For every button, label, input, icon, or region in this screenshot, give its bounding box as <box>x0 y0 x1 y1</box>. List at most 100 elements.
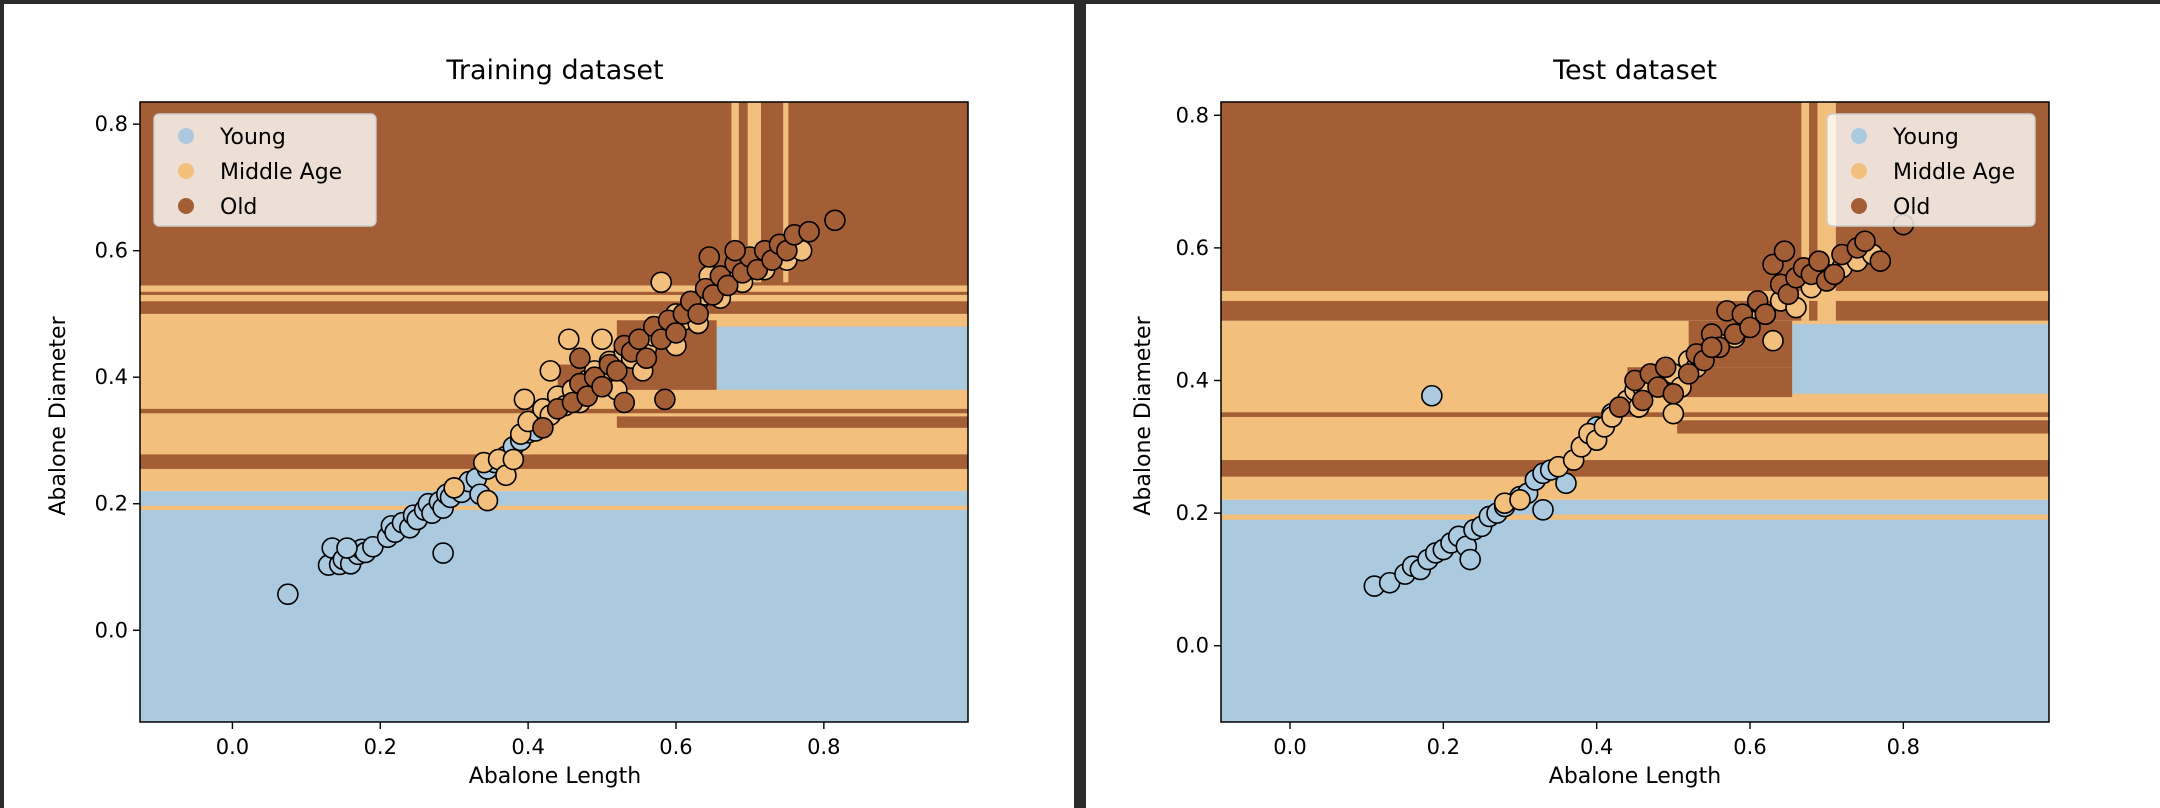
data-point-old <box>698 246 721 268</box>
decision-region-middle <box>783 102 789 283</box>
x-tick-label: 0.6 <box>1733 735 1766 759</box>
plot-area <box>1221 102 2049 722</box>
y-tick-label: 0.2 <box>95 492 128 516</box>
x-tick-label: 0.2 <box>1427 735 1460 759</box>
data-point-old <box>1823 263 1846 286</box>
data-point-old <box>1631 389 1654 412</box>
x-tick-label: 0.4 <box>511 735 544 759</box>
decision-region-middle <box>140 327 968 331</box>
decision-region-middle <box>747 102 761 283</box>
data-point-old <box>1608 396 1631 418</box>
decision-region-middle <box>140 285 968 292</box>
training-chart-panel: Training dataset Abalone Length Abalone … <box>4 4 1074 808</box>
decision-region-old <box>1677 420 2049 434</box>
decision-region-old <box>140 454 968 469</box>
data-point-old <box>1739 316 1761 339</box>
data-point-old <box>591 375 613 398</box>
decision-region-middle <box>731 102 739 283</box>
decision-region-young <box>476 492 968 501</box>
y-axis-label: Abalone Diameter <box>46 315 71 515</box>
x-tick-label: 0.0 <box>1273 735 1306 759</box>
x-axis-label: Abalone Length <box>469 764 641 789</box>
data-point-old <box>665 322 687 344</box>
legend-marker-old <box>1851 198 1867 214</box>
decision-region-old <box>616 416 968 428</box>
y-tick-label: 0.4 <box>1176 369 1209 393</box>
data-point-old <box>1854 230 1876 253</box>
y-tick-label: 0.0 <box>95 618 128 642</box>
data-point-middle <box>513 388 536 411</box>
decision-region-middle <box>140 294 968 302</box>
data-point-old <box>798 220 820 243</box>
data-point-old <box>687 303 709 325</box>
legend-label-young: Young <box>1892 125 1959 150</box>
y-tick-label: 0.8 <box>1176 103 1209 127</box>
x-tick-label: 0.6 <box>659 735 692 759</box>
x-tick-label: 0.8 <box>1887 735 1920 759</box>
data-point-middle <box>557 328 580 351</box>
data-point-middle <box>650 271 672 294</box>
data-point-middle <box>1662 402 1685 425</box>
data-point-old <box>824 209 846 232</box>
decision-region-young <box>1792 324 2049 394</box>
legend-box <box>153 113 377 227</box>
data-point-old <box>1662 382 1685 405</box>
x-tick-label: 0.2 <box>364 735 397 759</box>
data-point-old <box>654 388 676 411</box>
data-point-old <box>606 360 628 382</box>
legend-label-young: Young <box>219 125 286 150</box>
data-point-old <box>1773 240 1796 262</box>
legend-box <box>1826 113 2036 227</box>
data-point-old <box>1808 250 1830 272</box>
legend-label-middle: Middle Age <box>220 160 342 185</box>
decision-region-young <box>1221 499 2049 722</box>
legend-label-middle: Middle Age <box>1893 160 2015 185</box>
legend-marker-middle <box>1851 163 1867 179</box>
y-tick-label: 0.4 <box>95 365 128 389</box>
data-point-old <box>1754 303 1777 325</box>
data-point-young <box>1421 384 1443 407</box>
plot-frame <box>139 101 969 723</box>
legend-label-old: Old <box>220 195 257 220</box>
training-chart: Training dataset Abalone Length Abalone … <box>46 55 969 789</box>
plot-area <box>140 102 968 722</box>
data-point-middle <box>1762 329 1784 352</box>
data-point-old <box>569 347 591 370</box>
data-point-old <box>613 391 636 414</box>
data-point-middle <box>476 489 499 512</box>
decision-region-old <box>1221 460 2049 477</box>
y-tick-label: 0.8 <box>95 112 128 136</box>
legend-label-old: Old <box>1893 195 1930 220</box>
decision-region-middle <box>140 505 968 511</box>
data-point-old <box>1869 250 1892 272</box>
data-point-young <box>336 537 358 559</box>
data-point-old <box>532 417 554 439</box>
data-point-old <box>724 239 746 262</box>
data-point-middle <box>539 360 562 382</box>
test-chart-panel: Test dataset Abalone Length Abalone Diam… <box>1086 4 2160 808</box>
decision-region-middle <box>1221 290 2049 301</box>
data-point-old <box>1677 363 1700 385</box>
chart-title: Training dataset <box>445 55 663 86</box>
x-axis-label: Abalone Length <box>1549 764 1721 789</box>
data-point-young <box>1532 499 1554 521</box>
decision-region-young <box>716 326 968 390</box>
data-point-middle <box>443 477 465 499</box>
decision-region-middle <box>1221 514 2049 520</box>
y-tick-label: 0.6 <box>1176 236 1209 260</box>
chart-title: Test dataset <box>1552 55 1717 86</box>
x-tick-label: 0.0 <box>216 735 249 759</box>
test-chart: Test dataset Abalone Length Abalone Diam… <box>1131 55 2050 789</box>
data-point-old <box>1700 336 1723 359</box>
y-tick-label: 0.2 <box>1176 501 1209 525</box>
legend-marker-young <box>1851 128 1867 144</box>
legend-marker-young <box>178 128 194 144</box>
x-tick-label: 0.8 <box>807 735 840 759</box>
plot-frame <box>1220 101 2050 723</box>
data-point-young <box>277 583 299 606</box>
data-point-young <box>1459 548 1481 571</box>
decision-region-young <box>140 491 968 722</box>
data-point-old <box>716 274 739 297</box>
data-point-young <box>432 542 454 564</box>
data-point-middle <box>502 448 525 471</box>
